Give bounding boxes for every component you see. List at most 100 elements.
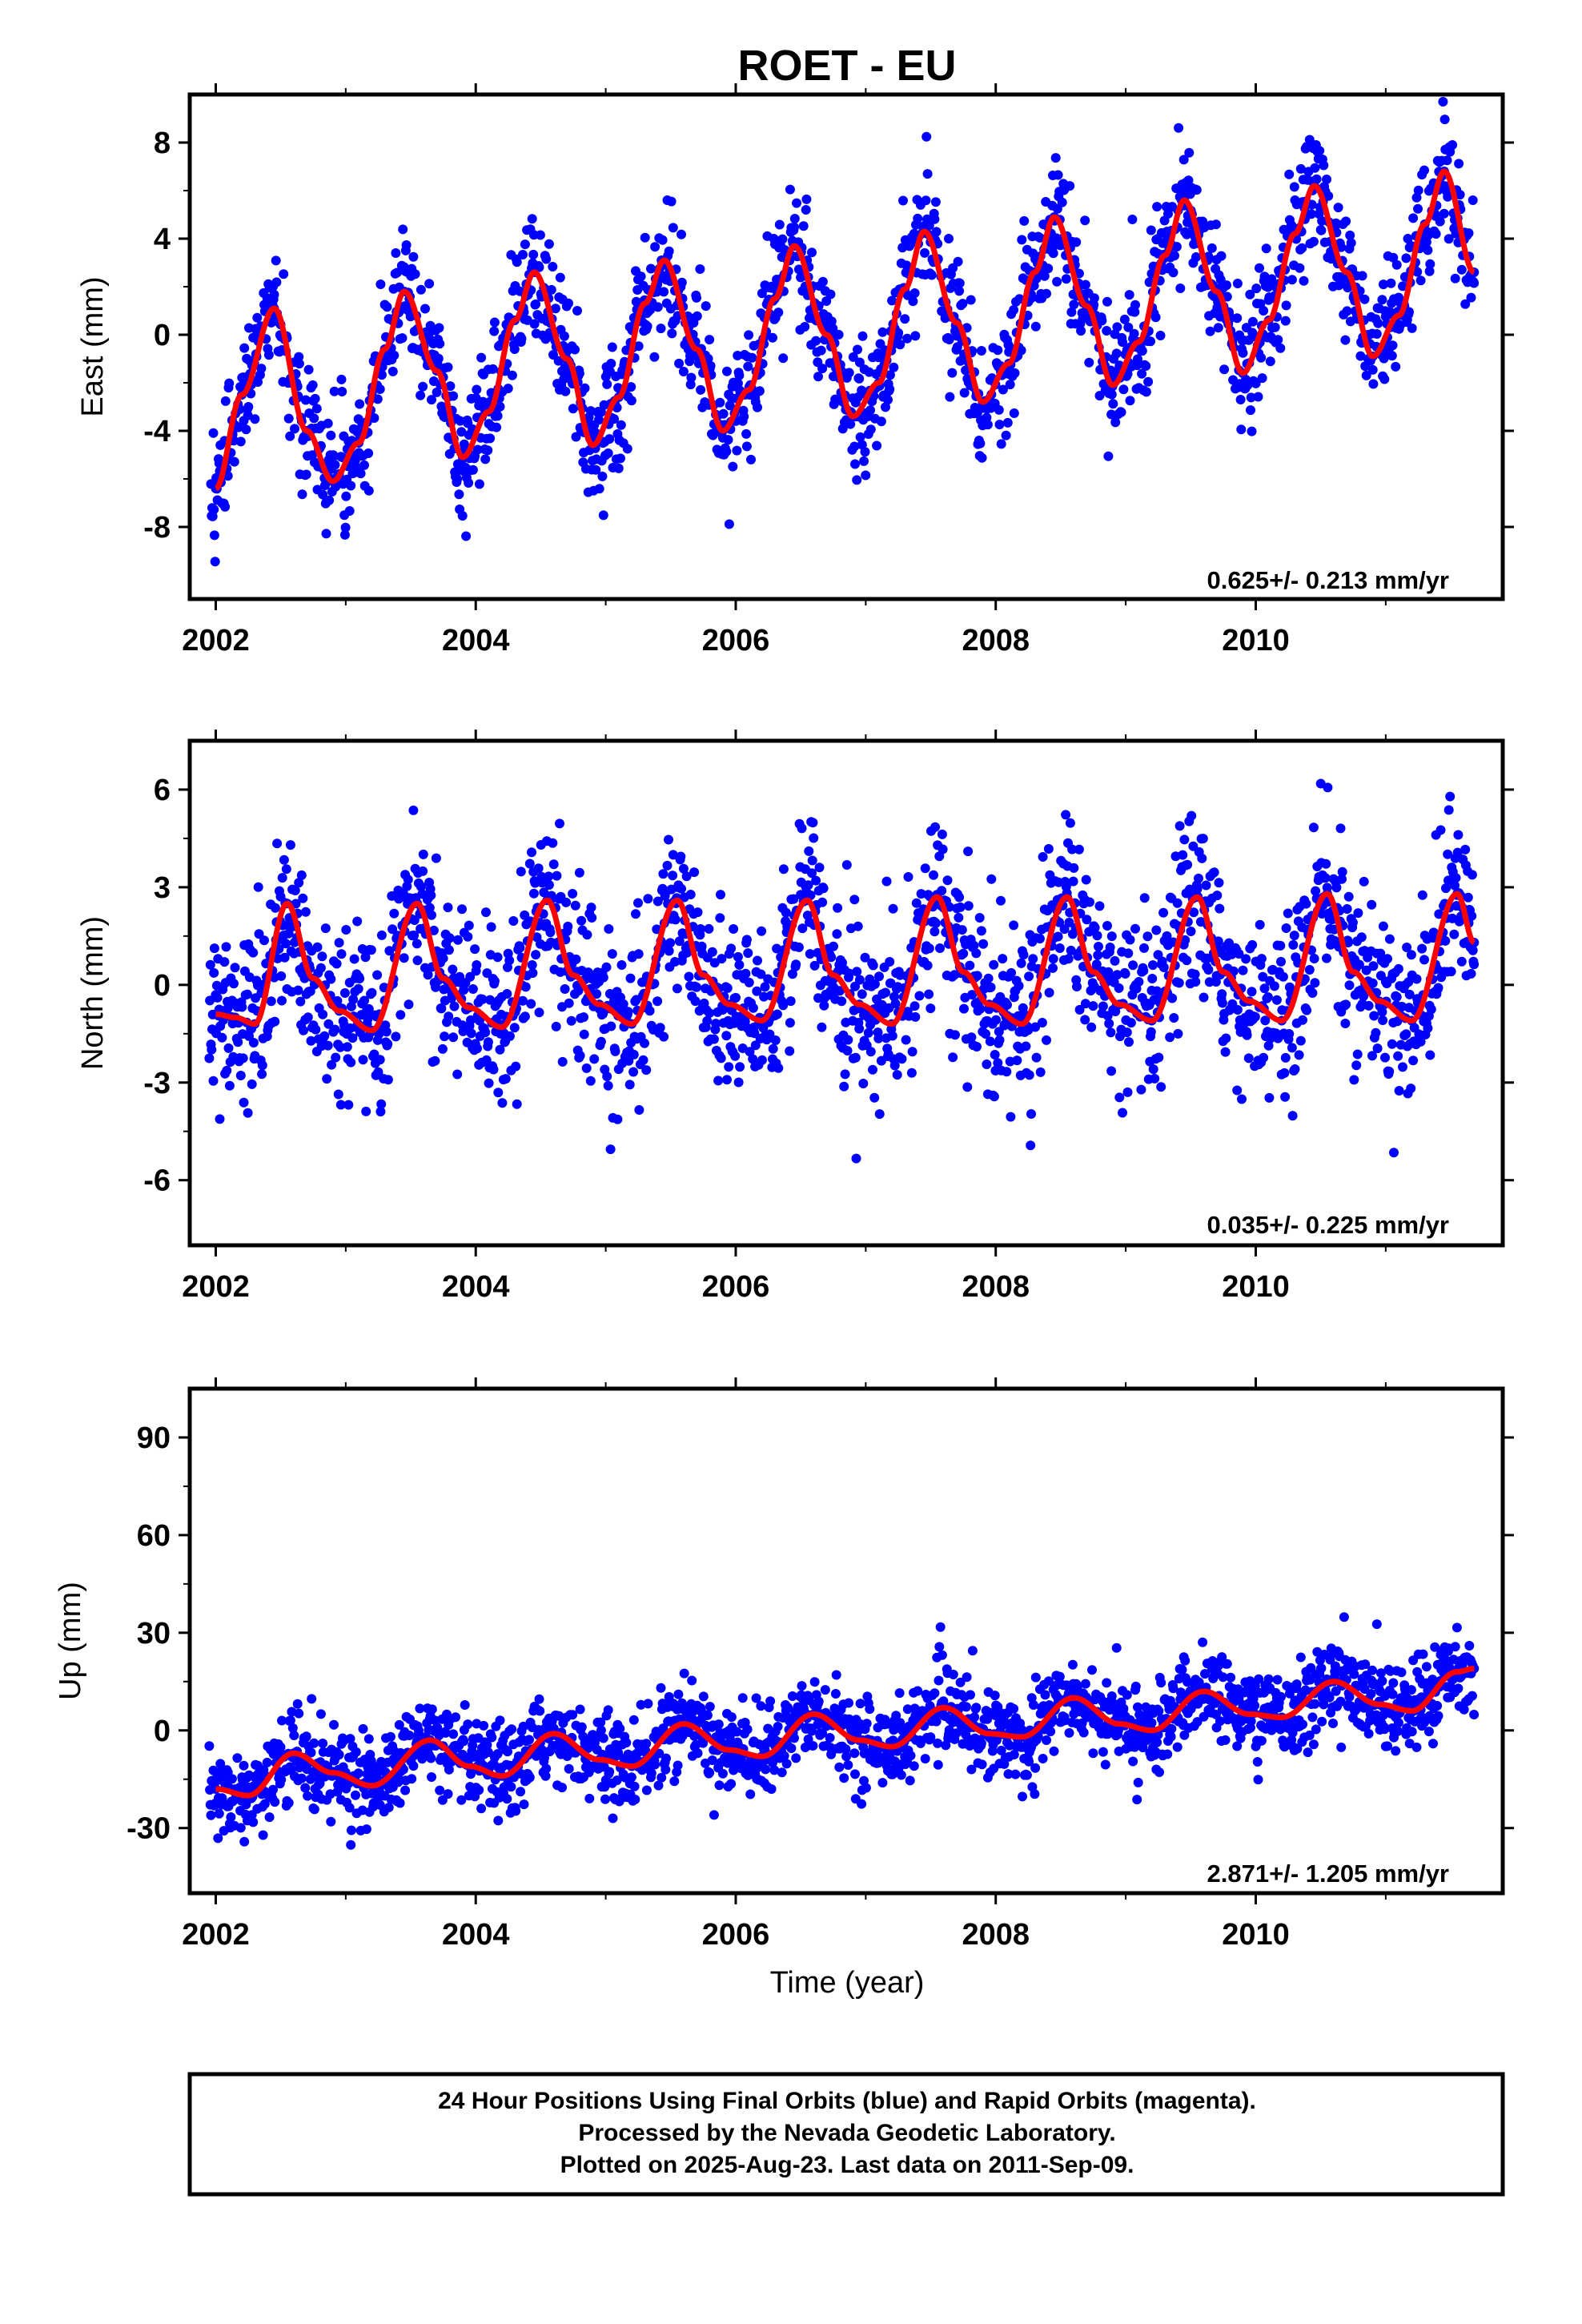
east-point	[1069, 300, 1079, 310]
north-point	[1401, 1029, 1411, 1039]
up-point	[264, 1812, 275, 1823]
up-point	[435, 1785, 445, 1795]
north-point	[347, 1033, 358, 1043]
east-point	[1336, 242, 1347, 252]
east-x-tick-label: 2008	[962, 624, 1030, 657]
north-point	[1241, 954, 1251, 964]
east-point	[1456, 264, 1467, 275]
up-point	[564, 1763, 574, 1774]
north-point	[989, 959, 999, 970]
east-point	[1168, 267, 1178, 278]
north-point	[826, 952, 837, 963]
north-point	[1340, 1019, 1351, 1028]
east-point	[607, 342, 617, 352]
east-point	[489, 317, 500, 328]
north-point	[670, 957, 680, 967]
east-point	[910, 331, 921, 341]
north-point	[607, 949, 617, 959]
east-point	[329, 451, 339, 461]
north-point	[472, 1043, 482, 1054]
north-point	[1342, 904, 1352, 914]
east-point	[541, 254, 552, 264]
east-point	[1295, 163, 1306, 174]
north-point	[312, 942, 323, 952]
north-x-tick-label: 2002	[182, 1270, 250, 1304]
north-point	[803, 880, 813, 891]
east-point	[580, 383, 590, 393]
north-point	[1352, 1049, 1363, 1059]
east-point	[564, 298, 573, 308]
north-point	[1283, 908, 1293, 919]
east-point	[754, 386, 765, 396]
north-point	[295, 996, 306, 1007]
east-point	[382, 302, 392, 312]
up-point	[765, 1696, 776, 1707]
north-point	[1406, 950, 1416, 960]
north-point	[488, 1064, 499, 1075]
north-point	[1295, 1035, 1306, 1046]
east-point	[1345, 230, 1355, 240]
north-point	[966, 1032, 977, 1043]
east-point	[448, 391, 459, 401]
north-point	[670, 915, 681, 925]
east-point	[1355, 351, 1366, 361]
north-point	[1182, 859, 1193, 870]
east-point	[410, 269, 420, 279]
north-point	[1356, 932, 1367, 943]
north-point	[375, 1055, 385, 1065]
up-point	[825, 1733, 835, 1743]
up-point	[309, 1738, 319, 1748]
east-point	[529, 319, 540, 329]
north-point	[1259, 1052, 1269, 1063]
north-point	[809, 833, 819, 843]
north-point	[360, 952, 371, 963]
east-point	[1280, 316, 1291, 326]
east-point	[1281, 300, 1291, 311]
north-point	[1242, 1030, 1252, 1040]
north-point	[1343, 891, 1354, 902]
north-point	[1002, 999, 1012, 1010]
north-point	[1247, 987, 1257, 997]
north-point	[1054, 943, 1065, 953]
east-point	[1308, 236, 1319, 247]
east-point	[337, 387, 347, 396]
north-point	[601, 962, 612, 972]
north-point	[852, 967, 862, 977]
north-point	[376, 930, 387, 940]
east-point	[705, 360, 716, 371]
north-point	[1425, 1050, 1435, 1060]
north-point	[223, 1043, 234, 1053]
north-point	[339, 988, 350, 998]
north-point	[497, 1098, 508, 1108]
north-point	[1085, 897, 1094, 907]
north-point	[579, 1029, 589, 1039]
east-point	[472, 444, 483, 455]
north-point	[1088, 1001, 1098, 1011]
east-point	[1009, 305, 1019, 315]
east-point	[223, 471, 233, 481]
north-point	[652, 996, 663, 1007]
east-point	[391, 267, 402, 278]
up-point	[643, 1699, 653, 1709]
north-y-tick-label: 6	[154, 774, 171, 807]
north-point	[1398, 1062, 1407, 1072]
north-point	[1112, 970, 1122, 980]
north-point	[431, 853, 441, 863]
north-point	[909, 1001, 920, 1011]
east-point	[616, 453, 625, 464]
north-point	[748, 1003, 758, 1013]
east-point	[1116, 407, 1126, 417]
up-point	[301, 1731, 311, 1742]
north-point	[734, 959, 745, 970]
north-point	[981, 1029, 990, 1039]
east-point	[1379, 374, 1390, 384]
east-point	[509, 344, 520, 354]
north-point	[452, 1069, 463, 1080]
north-point	[696, 924, 706, 934]
east-point	[789, 222, 799, 232]
north-point	[807, 855, 817, 866]
north-point	[1304, 965, 1315, 975]
east-point	[633, 341, 644, 352]
east-point	[341, 491, 351, 501]
north-point	[604, 924, 614, 934]
